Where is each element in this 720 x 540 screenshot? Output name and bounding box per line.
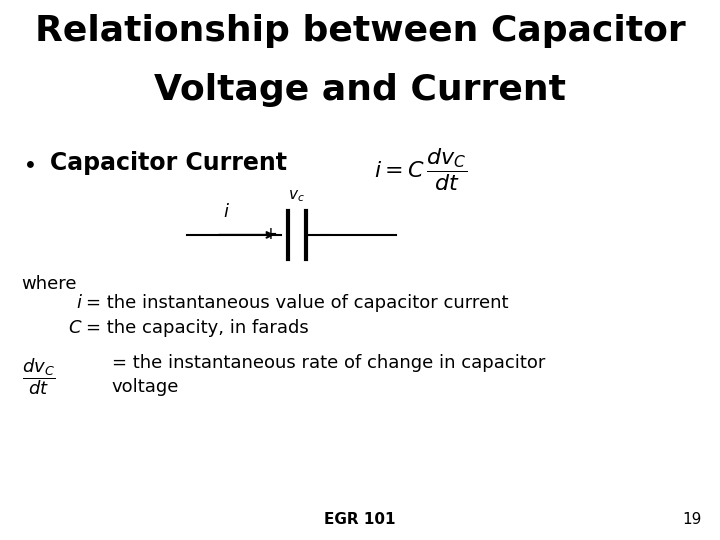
Text: $i = C\,\dfrac{dv_C}{dt}$: $i = C\,\dfrac{dv_C}{dt}$ <box>374 147 468 193</box>
Text: = the capacity, in farads: = the capacity, in farads <box>86 319 309 336</box>
Text: $i$: $i$ <box>223 204 230 221</box>
Text: voltage: voltage <box>112 378 179 396</box>
Text: $\bullet$: $\bullet$ <box>22 151 35 175</box>
Text: $i$: $i$ <box>76 294 83 312</box>
Text: Relationship between Capacitor: Relationship between Capacitor <box>35 14 685 48</box>
Text: $\dfrac{dv_C}{dt}$: $\dfrac{dv_C}{dt}$ <box>22 356 55 397</box>
Text: $-$: $-$ <box>317 225 331 243</box>
Text: Voltage and Current: Voltage and Current <box>154 73 566 107</box>
Text: = the instantaneous rate of change in capacitor: = the instantaneous rate of change in ca… <box>112 354 545 372</box>
Text: = the instantaneous value of capacitor current: = the instantaneous value of capacitor c… <box>86 294 509 312</box>
Text: Capacitor Current: Capacitor Current <box>50 151 287 175</box>
Text: 19: 19 <box>683 511 702 526</box>
Text: EGR 101: EGR 101 <box>324 511 396 526</box>
Text: $+$: $+$ <box>263 225 277 243</box>
Text: $v_c$: $v_c$ <box>288 188 305 204</box>
Text: $C$: $C$ <box>68 319 83 336</box>
Text: where: where <box>22 275 77 293</box>
